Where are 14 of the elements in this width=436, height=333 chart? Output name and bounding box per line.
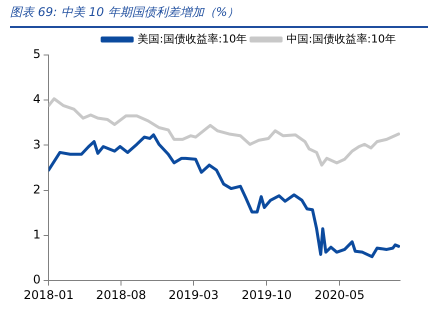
x-tick-label: 2020-05 [314,288,365,302]
y-tick-label: 3 [32,137,41,152]
y-tick-label: 1 [32,228,41,242]
legend-label: 美国:国债收益率:10年 [138,32,248,46]
y-tick-label: 2 [32,182,41,196]
legend-label: 中国:国债收益率:10年 [286,32,396,46]
y-tick-label: 5 [32,47,41,62]
x-tick-label: 2019-03 [168,288,219,302]
x-tick-label: 2019-10 [242,288,292,302]
x-tick-label: 2018-08 [96,288,146,302]
y-tick-label: 4 [32,92,41,106]
y-tick-label: 0 [32,272,41,287]
x-tick-label: 2018-01 [24,288,74,302]
chart-title: 图表 69: 中美 10 年期国债利差增加（%） [10,4,428,28]
